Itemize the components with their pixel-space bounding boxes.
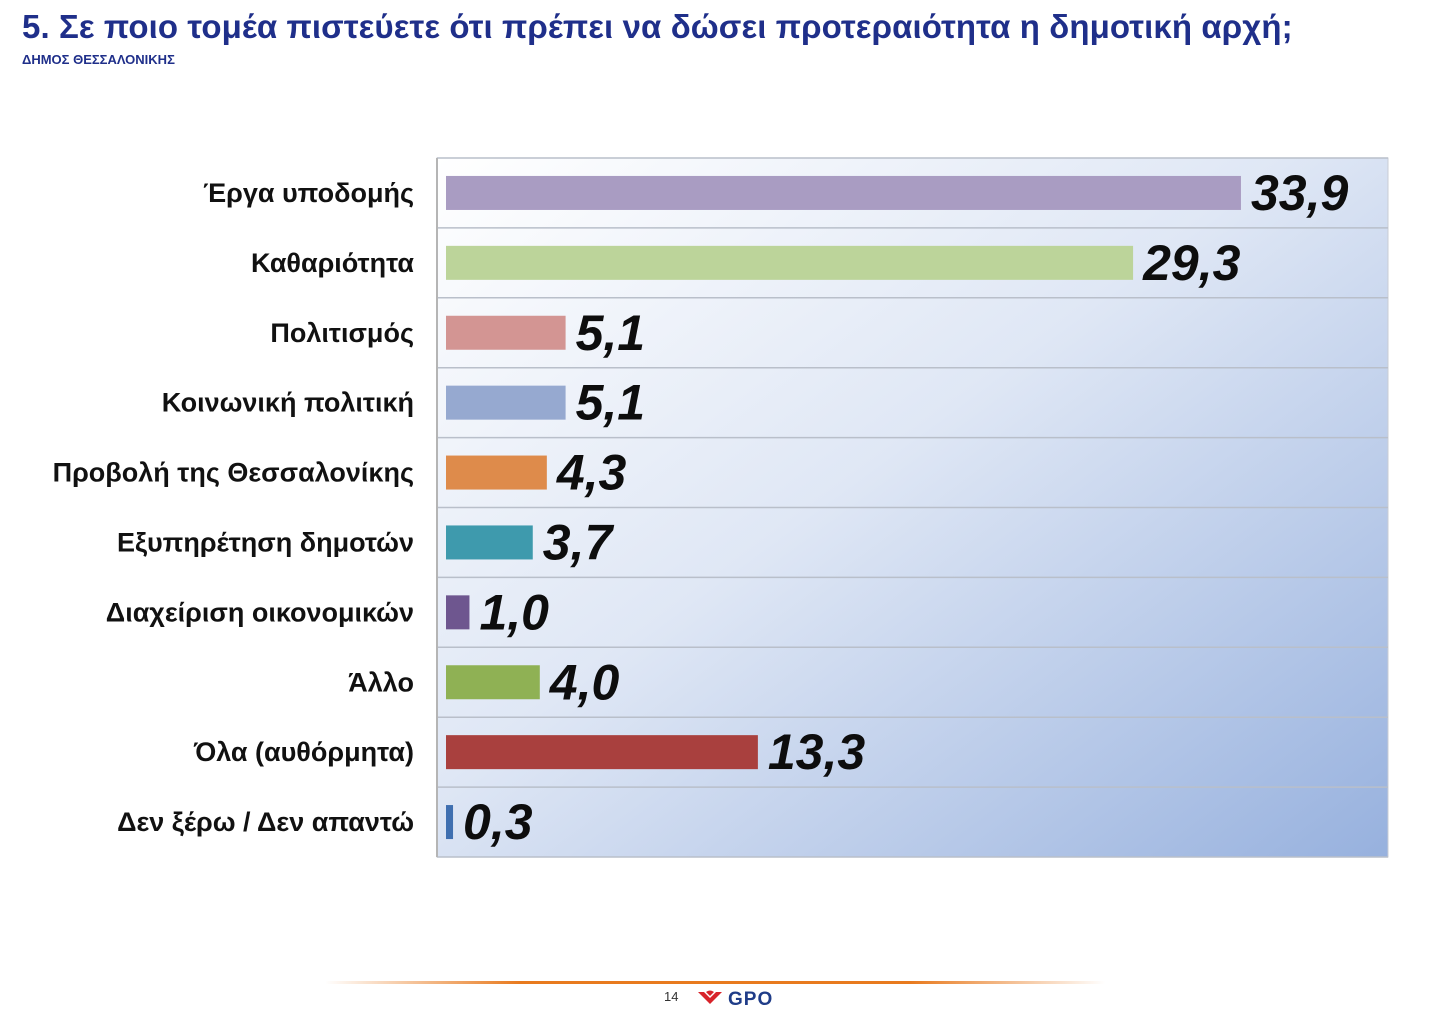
bar	[446, 735, 758, 770]
bar	[446, 595, 470, 630]
value-label: 5,1	[576, 375, 646, 431]
bar	[446, 245, 1134, 280]
value-label: 4,3	[556, 445, 627, 501]
bar	[446, 805, 454, 840]
logo-text: GPO	[728, 989, 773, 1008]
footer-divider	[325, 981, 1105, 984]
category-label: Εξυπηρέτηση δημοτών	[117, 527, 414, 557]
bar-chart: Έργα υποδομής 33,9 Καθαριότητα 29,3 Πολιτισμ…	[53, 157, 1389, 858]
bar	[446, 525, 533, 560]
gpo-logo: GPO	[698, 989, 773, 1008]
category-label: Δεν ξέρω / Δεν απαντώ	[117, 807, 414, 837]
category-label: Καθαριότητα	[251, 248, 414, 278]
category-label: Διαχείριση οικονομικών	[106, 597, 414, 627]
value-label: 4,0	[549, 654, 620, 710]
page-title: 5. Σε ποιο τομέα πιστεύετε ότι πρέπει να…	[22, 8, 1293, 45]
category-label: Όλα (αυθόρμητα)	[193, 737, 414, 767]
category-label: Προβολή της Θεσσαλονίκης	[53, 458, 414, 488]
category-label: Άλλο	[348, 667, 414, 697]
bar	[446, 175, 1241, 210]
value-label: 1,0	[479, 584, 549, 640]
page-number: 14	[664, 989, 679, 1004]
value-label: 33,9	[1251, 165, 1349, 221]
page-subtitle: ΔΗΜΟΣ ΘΕΣΣΑΛΟΝΙΚΗΣ	[22, 52, 175, 67]
category-label: Έργα υποδομής	[203, 178, 414, 208]
value-label: 3,7	[543, 514, 615, 570]
value-label: 5,1	[576, 305, 646, 361]
bar	[446, 315, 566, 350]
category-label: Κοινωνική πολιτική	[162, 388, 414, 418]
value-label: 13,3	[768, 724, 866, 780]
value-label: 0,3	[463, 794, 533, 850]
value-label: 29,3	[1142, 235, 1241, 291]
category-label: Πολιτισμός	[270, 318, 414, 348]
bar	[446, 665, 540, 700]
bar	[446, 455, 547, 490]
bar	[446, 385, 566, 420]
